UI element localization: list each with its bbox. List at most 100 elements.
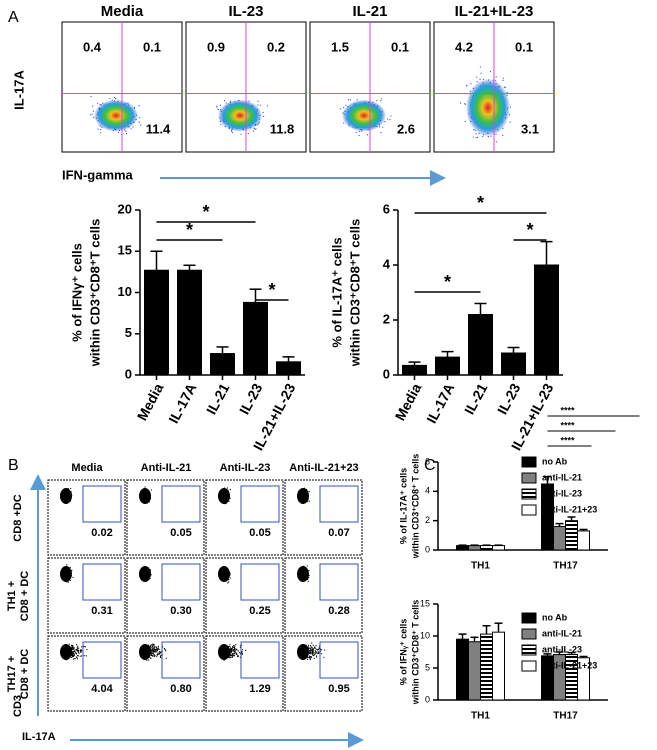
flow-dot [310, 649, 312, 651]
flow-title: Anti-IL-21 [141, 462, 192, 474]
panel-letter: A [8, 9, 19, 26]
y-axis-label: within CD3⁺CD8⁺ T cells [410, 454, 420, 560]
bar [144, 269, 169, 376]
flow-dot [159, 651, 162, 654]
bar [577, 530, 590, 551]
flow-dot [306, 658, 309, 660]
y-tick-label: 6 [383, 201, 390, 216]
flow-dot [149, 646, 152, 648]
flow-title: IL-21+IL-23 [455, 3, 534, 20]
quadrant-value: 1.5 [331, 39, 349, 54]
flow-frame [205, 557, 284, 634]
legend-label: anti-IL-21 [542, 628, 582, 638]
significance-label: * [186, 220, 193, 240]
gate [319, 485, 359, 523]
significance-label: * [526, 220, 533, 240]
flow-dot [72, 658, 75, 660]
flow-dot [74, 649, 76, 651]
bar [456, 638, 469, 701]
flow-dot [324, 649, 326, 651]
flow-dot [308, 569, 310, 572]
flow-dot [72, 576, 74, 579]
flow-dot [345, 104, 347, 106]
flow-dot [310, 646, 312, 648]
flow-dot [340, 108, 342, 110]
gate [240, 485, 280, 523]
quadrant-value: 3.1 [521, 121, 539, 136]
flow-title: Media [71, 462, 103, 474]
flow-dot [475, 137, 477, 139]
y-tick-label: 15 [118, 243, 132, 258]
flow-dot [314, 650, 316, 652]
x-tick-label: TH1 [471, 561, 490, 572]
flow-frame [47, 479, 126, 556]
flow-xlabel: IL-17A [22, 731, 56, 743]
flow-dot [229, 497, 231, 500]
flow-dot [72, 653, 74, 655]
flow-dot [151, 648, 153, 650]
flow-dot [464, 103, 467, 105]
flow-dot [309, 652, 311, 654]
flow-dot [229, 488, 231, 491]
flow-dot [113, 96, 116, 99]
flow-dot [71, 569, 73, 572]
gate [240, 563, 280, 601]
quadrant-value: 11.4 [146, 121, 171, 136]
y-tick-label: 5 [425, 662, 430, 672]
y-tick-label: 4 [383, 256, 391, 271]
flow-density [60, 566, 72, 582]
flow-dot [489, 70, 492, 73]
flow-dot [315, 645, 317, 647]
flow-dot [475, 133, 477, 135]
legend-swatch [521, 660, 537, 672]
flow-dot [149, 657, 152, 659]
flow-dot [155, 650, 157, 652]
bar [468, 545, 481, 551]
flow-dot [144, 486, 146, 488]
flow-dot [67, 581, 69, 583]
flow-dot [125, 132, 128, 135]
flow-dot [75, 644, 78, 646]
flow-title: IL-21 [352, 3, 387, 20]
bar [456, 545, 469, 551]
flow-dot [236, 652, 238, 654]
legend-swatch [521, 456, 537, 468]
flow-dot [309, 644, 312, 647]
flow-dot [77, 654, 79, 657]
flow-dot [314, 646, 316, 648]
row-label: CD8 +DC [12, 494, 24, 541]
flow-dot [154, 646, 156, 649]
flow-dot [316, 656, 318, 658]
legend-label: anti-IL-21 [542, 472, 582, 482]
flow-dot [387, 118, 389, 120]
flow-dot [233, 655, 236, 657]
flow-dot [165, 650, 167, 652]
y-tick-label: 0 [425, 694, 430, 704]
gate-value: 1.29 [249, 683, 270, 695]
gate [161, 485, 201, 523]
flow-dot [92, 105, 94, 107]
flow-dot [237, 655, 240, 657]
significance-label: * [477, 193, 484, 213]
flow-dot [236, 653, 238, 656]
flow-density [60, 488, 72, 504]
flow-dot [80, 650, 82, 652]
y-axis-label: % of IFNγ⁺ cells [69, 243, 84, 342]
gate-value: 0.30 [170, 605, 191, 617]
flow-dot [480, 72, 482, 74]
flow-dot [93, 116, 95, 119]
flow-dot [229, 573, 231, 575]
flow-dot [309, 647, 311, 649]
bar [541, 483, 554, 551]
flow-dot [309, 655, 311, 658]
row-label: CD8 + DC [19, 571, 31, 621]
flow-dot [235, 653, 237, 655]
flow-dot [315, 648, 317, 650]
legend-swatch [521, 504, 537, 516]
flow-dot [70, 656, 72, 659]
y-tick-label: 15 [420, 598, 430, 608]
x-tick-label: IL-21 [461, 380, 491, 417]
bar [468, 641, 481, 701]
flow-dot [312, 644, 314, 646]
flow-dot [318, 647, 320, 650]
